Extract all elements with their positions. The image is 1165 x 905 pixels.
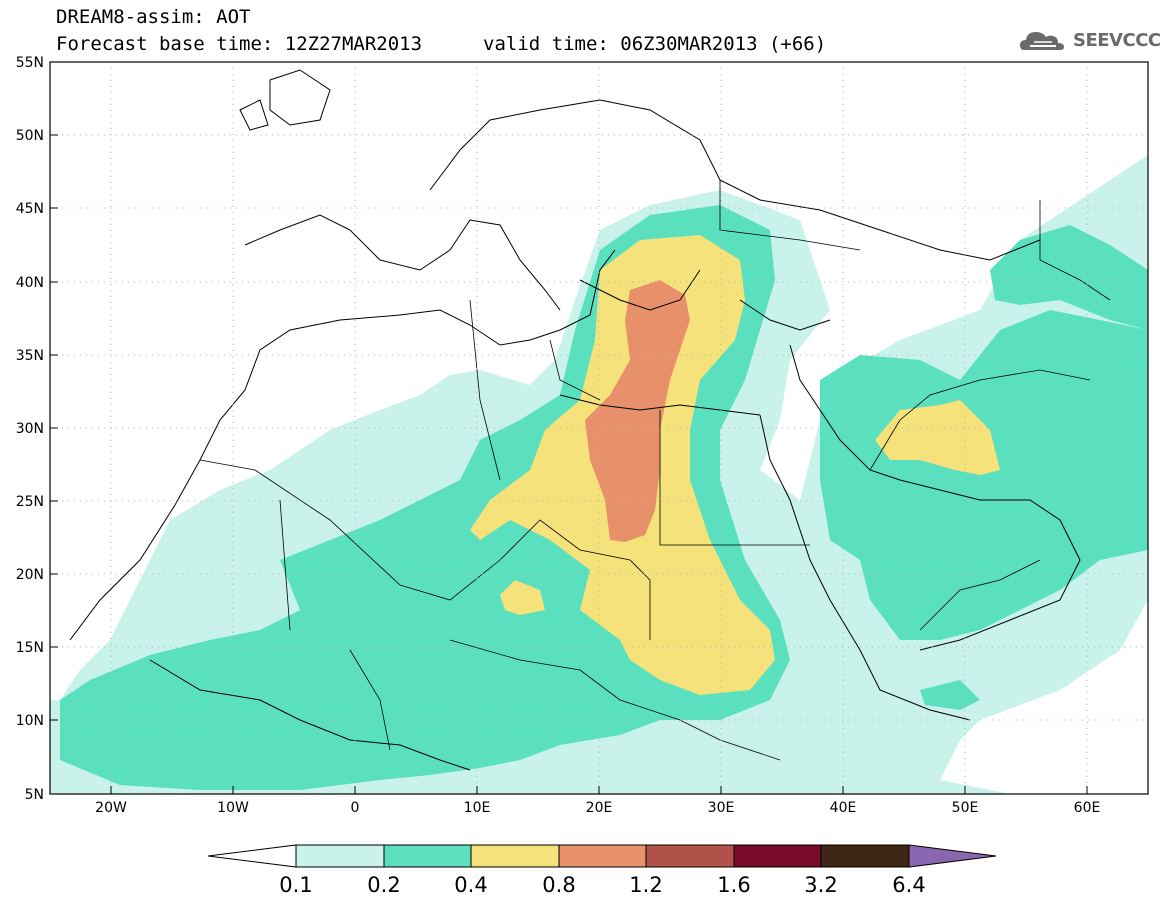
colorbar-swatch <box>733 844 822 868</box>
lon-label: 10E <box>464 800 491 816</box>
aot-contour-0.4-gulf <box>875 400 1000 475</box>
coastlines <box>69 69 1081 771</box>
colorbar-label: 0.4 <box>454 873 487 897</box>
valid-time: valid time: 06Z30MAR2013 (+66) <box>483 33 827 55</box>
aot-contour-0.2-horn <box>920 680 980 710</box>
lat-label: 40N <box>16 275 44 291</box>
colorbar-swatch <box>645 844 735 868</box>
lat-label: 55N <box>16 55 44 71</box>
colorbar-label: 1.2 <box>629 873 662 897</box>
colorbar-label: 0.8 <box>542 873 575 897</box>
base-time: Forecast base time: 12Z27MAR2013 <box>56 33 423 55</box>
colorbar-label: 1.6 <box>717 873 750 897</box>
colorbar-label: 6.4 <box>892 873 925 897</box>
lat-label: 30N <box>16 421 44 437</box>
colorbar-swatch <box>295 844 385 868</box>
colorbar-swatch <box>558 844 647 868</box>
lat-label: 25N <box>16 494 44 510</box>
lat-label: 5N <box>25 787 44 803</box>
colorbar: 0.1 0.2 0.4 0.8 1.2 1.6 3.2 6.4 <box>207 844 997 897</box>
aot-contour-0.4-sahel <box>500 580 545 615</box>
lat-label: 15N <box>16 640 44 656</box>
aot-contour-0.8 <box>585 280 690 542</box>
lon-label: 20E <box>586 800 613 816</box>
colorbar-low-arrow <box>207 844 297 868</box>
country-borders <box>199 180 1111 761</box>
lat-label: 45N <box>16 201 44 217</box>
colorbar-label: 3.2 <box>804 873 837 897</box>
axis-ticks <box>50 61 1088 795</box>
colorbar-swatch <box>820 844 910 868</box>
seevccc-cloud-icon <box>1020 32 1064 50</box>
lat-label: 35N <box>16 348 44 364</box>
lon-label: 40E <box>830 800 857 816</box>
colorbar-label: 0.2 <box>367 873 400 897</box>
lon-labels: 20W 10W 0 10E 20E 30E 40E 50E 60E <box>95 800 1100 816</box>
map-grid <box>50 62 1148 794</box>
lon-label: 10W <box>217 800 249 816</box>
lon-label: 20W <box>95 800 127 816</box>
colorbar-label: 0.1 <box>279 873 312 897</box>
aot-field <box>50 155 1148 794</box>
lat-label: 50N <box>16 128 44 144</box>
lat-label: 10N <box>16 713 44 729</box>
lat-labels: 55N 50N 45N 40N 35N 30N 25N 20N 15N 10N … <box>16 55 44 803</box>
colorbar-high-arrow <box>908 844 997 868</box>
colorbar-swatch <box>470 844 560 868</box>
lon-label: 0 <box>351 800 360 816</box>
colorbar-swatch <box>383 844 472 868</box>
lon-label: 60E <box>1074 800 1101 816</box>
lon-label: 30E <box>708 800 735 816</box>
lat-label: 20N <box>16 567 44 583</box>
seevccc-logo-text: SEEVCCC <box>1073 30 1161 51</box>
aot-contour-0.2-caspian <box>990 225 1148 330</box>
lon-label: 50E <box>952 800 979 816</box>
chart-title: DREAM8-assim: AOT <box>56 6 251 28</box>
aot-contour-0.2-arabia <box>820 310 1148 640</box>
